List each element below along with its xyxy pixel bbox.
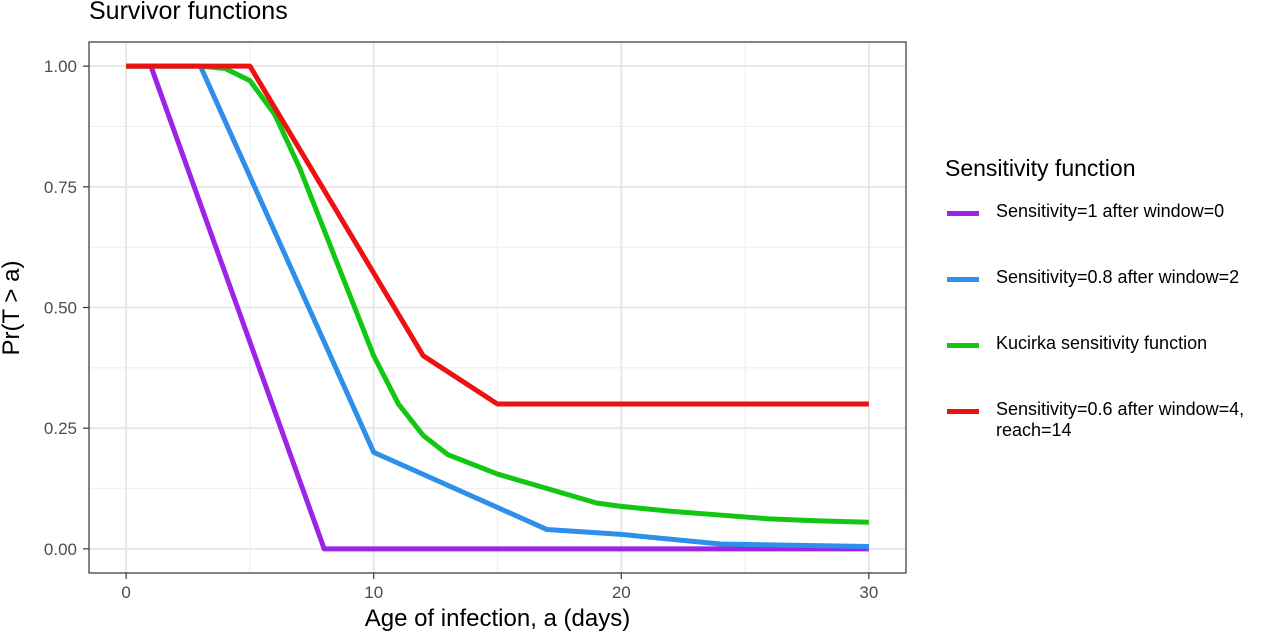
legend-key [945,330,981,360]
series-line [126,63,869,525]
legend-label: Sensitivity=0.8 after window=2 [996,267,1240,287]
legend-swatch [947,211,979,216]
legend-key [945,264,981,294]
legend-swatch [947,343,979,348]
x-tick-label: 0 [121,583,130,602]
x-tick-label: 30 [859,583,878,602]
y-tick-label: 0.00 [44,540,77,559]
legend-title: Sensitivity function [945,155,1136,181]
y-tick-label: 0.50 [44,299,77,318]
series-line [126,63,869,407]
y-axis-title: Pr(T > a) [0,260,25,356]
y-tick-label: 0.75 [44,178,77,197]
legend-item: Sensitivity=0.8 after window=2 [945,264,1280,330]
legend: Sensitivity function Sensitivity=1 after… [945,155,1280,462]
legend-label: Kucirka sensitivity function [996,333,1208,353]
legend-label: Sensitivity=0.6 after window=4, reach=14 [996,399,1245,440]
x-axis-title: Age of infection, a (days) [364,605,631,632]
legend-item: Sensitivity=1 after window=0 [945,198,1280,264]
y-tick-label: 0.25 [44,419,77,438]
legend-label: Sensitivity=1 after window=0 [996,201,1225,221]
chart-title: Survivor functions [89,0,288,25]
legend-swatch [947,409,979,414]
legend-key [945,198,981,228]
legend-swatch [947,277,979,282]
legend-item: Sensitivity=0.6 after window=4, reach=14 [945,396,1280,462]
x-tick-label: 20 [612,583,631,602]
legend-key [945,396,981,426]
y-tick-label: 1.00 [44,57,77,76]
x-tick-label: 10 [364,583,383,602]
legend-item: Kucirka sensitivity function [945,330,1280,396]
